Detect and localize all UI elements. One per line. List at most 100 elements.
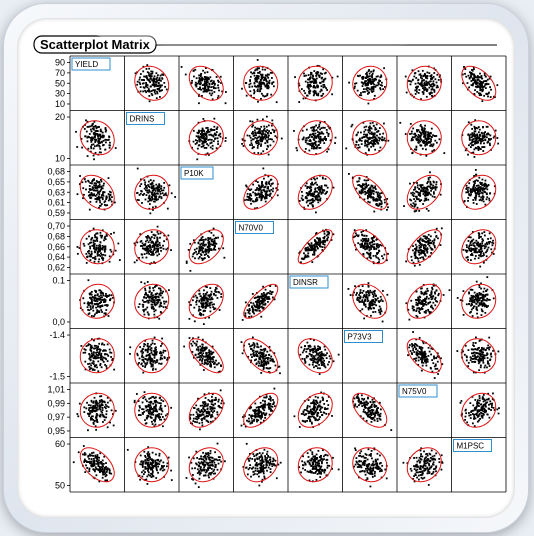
data-point xyxy=(254,136,257,139)
data-point xyxy=(256,198,259,201)
data-point xyxy=(433,90,436,93)
data-point xyxy=(465,256,468,259)
data-point xyxy=(149,212,152,215)
data-point xyxy=(157,88,160,91)
data-point xyxy=(262,307,265,310)
data-point xyxy=(142,305,145,308)
data-point xyxy=(419,238,421,241)
data-point xyxy=(476,90,479,93)
data-point xyxy=(369,252,372,254)
data-point xyxy=(139,245,142,247)
data-point xyxy=(267,81,270,84)
data-point xyxy=(318,237,321,240)
data-point xyxy=(418,251,421,254)
data-point xyxy=(267,87,270,90)
data-point xyxy=(139,192,142,195)
data-point xyxy=(429,80,432,83)
data-point xyxy=(487,246,490,249)
data-point xyxy=(422,303,424,306)
data-point xyxy=(156,284,158,287)
data-point xyxy=(416,315,419,318)
data-point xyxy=(476,141,478,144)
data-point xyxy=(201,296,204,299)
data-point xyxy=(98,244,100,247)
data-point xyxy=(422,256,425,259)
data-point xyxy=(473,73,476,76)
data-point xyxy=(219,135,222,138)
data-point xyxy=(414,89,417,92)
data-point xyxy=(162,290,164,293)
data-point xyxy=(372,237,374,239)
data-point xyxy=(433,186,436,189)
data-point xyxy=(214,290,217,293)
data-point xyxy=(376,245,378,248)
data-point xyxy=(358,191,361,194)
data-point xyxy=(264,193,267,196)
data-point xyxy=(331,76,334,79)
data-point xyxy=(419,237,422,240)
data-point xyxy=(136,83,139,86)
data-point xyxy=(470,141,473,144)
data-point xyxy=(300,190,303,193)
point-cloud xyxy=(243,167,279,210)
data-point xyxy=(432,307,434,310)
data-point xyxy=(91,298,93,301)
point-cloud xyxy=(185,227,226,272)
data-point xyxy=(358,301,361,303)
data-point xyxy=(201,305,204,308)
data-point xyxy=(442,294,445,296)
data-point xyxy=(198,77,201,79)
data-point xyxy=(470,76,472,78)
data-point xyxy=(256,74,259,77)
data-point xyxy=(433,72,436,74)
data-point xyxy=(463,65,465,68)
data-point xyxy=(415,301,418,304)
data-point xyxy=(435,227,438,230)
data-point xyxy=(104,247,107,250)
data-point xyxy=(376,253,379,255)
data-point xyxy=(367,148,370,151)
data-point xyxy=(365,229,368,232)
data-point xyxy=(99,298,102,301)
data-point xyxy=(364,144,366,147)
data-point xyxy=(208,245,211,247)
data-point xyxy=(309,85,311,88)
data-point xyxy=(364,305,367,308)
data-point xyxy=(271,296,274,299)
data-point xyxy=(471,132,474,135)
data-point xyxy=(476,85,479,87)
data-point xyxy=(378,305,381,308)
data-point xyxy=(372,187,375,189)
data-point xyxy=(414,188,416,190)
data-point xyxy=(325,137,328,140)
data-point xyxy=(321,188,324,191)
data-point xyxy=(214,133,217,136)
data-point xyxy=(484,87,487,90)
data-point xyxy=(374,199,377,202)
data-point xyxy=(355,234,358,237)
data-point xyxy=(465,251,468,253)
data-point xyxy=(426,182,429,185)
data-point xyxy=(309,249,312,251)
data-point xyxy=(416,206,419,209)
data-point xyxy=(479,85,482,87)
data-point xyxy=(162,189,165,192)
data-point xyxy=(150,90,153,92)
data-point xyxy=(429,294,431,297)
data-point xyxy=(99,305,102,307)
data-point xyxy=(98,295,101,298)
data-point xyxy=(368,187,371,190)
data-point xyxy=(200,239,203,242)
data-point xyxy=(315,135,318,138)
data-point xyxy=(367,282,370,284)
data-point xyxy=(205,76,208,79)
data-point xyxy=(212,240,215,243)
data-point xyxy=(416,85,418,88)
data-point xyxy=(481,189,484,192)
data-point xyxy=(94,234,96,237)
data-point xyxy=(434,78,437,81)
data-point xyxy=(138,303,141,306)
data-point xyxy=(424,192,427,195)
data-point xyxy=(138,257,140,259)
data-point xyxy=(97,249,100,252)
